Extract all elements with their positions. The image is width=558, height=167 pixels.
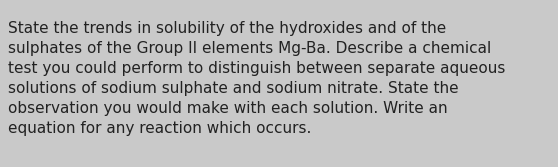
- Text: State the trends in solubility of the hydroxides and of the
sulphates of the Gro: State the trends in solubility of the hy…: [8, 21, 505, 136]
